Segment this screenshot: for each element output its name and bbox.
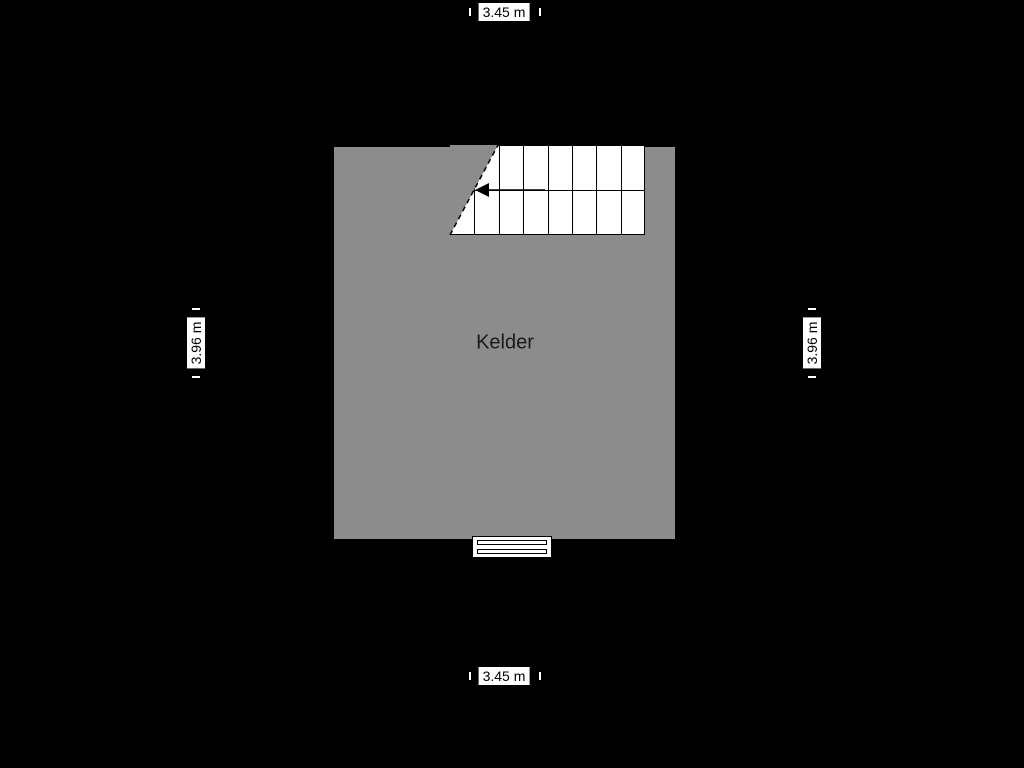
floor-plan-canvas: Kelder 3.45 m 3.45 m 3.96 m 3.96 m bbox=[0, 0, 1024, 768]
tick-top-left bbox=[469, 8, 471, 16]
stair-riser bbox=[548, 145, 549, 235]
stair-riser bbox=[499, 145, 500, 235]
tick-right-bottom bbox=[808, 376, 816, 378]
tick-top-right bbox=[539, 8, 541, 16]
stair-riser bbox=[596, 145, 597, 235]
room-label: Kelder bbox=[476, 332, 534, 355]
stair-riser bbox=[572, 145, 573, 235]
tick-left-top bbox=[192, 308, 200, 310]
tick-left-bottom bbox=[192, 376, 200, 378]
tick-bottom-left bbox=[469, 672, 471, 680]
door-inner-1 bbox=[477, 540, 547, 545]
stair-riser bbox=[523, 145, 524, 235]
stairs bbox=[450, 145, 645, 235]
dimension-top: 3.45 m bbox=[479, 3, 530, 21]
door-inner-2 bbox=[477, 549, 547, 554]
tick-bottom-right bbox=[539, 672, 541, 680]
door-bottom bbox=[472, 536, 552, 558]
stair-riser bbox=[621, 145, 622, 235]
dimension-right: 3.96 m bbox=[803, 318, 821, 369]
tick-right-top bbox=[808, 308, 816, 310]
stair-riser bbox=[474, 145, 475, 235]
dimension-bottom: 3.45 m bbox=[479, 667, 530, 685]
dimension-left: 3.96 m bbox=[187, 318, 205, 369]
